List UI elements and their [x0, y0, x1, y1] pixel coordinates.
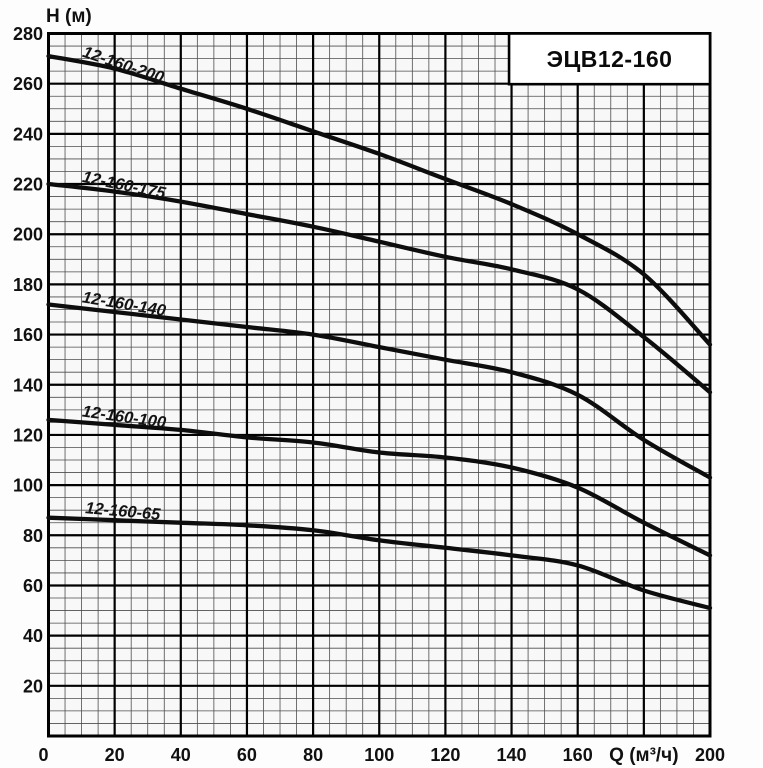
x-tick-label: 200: [695, 745, 725, 765]
y-tick-label: 60: [23, 576, 43, 596]
y-tick-label: 140: [13, 375, 43, 395]
x-axis-tick-labels: 0 20 40 60 80 100 120 140 160 200: [38, 745, 725, 765]
x-tick-label: 60: [237, 745, 257, 765]
grid-major-lines: [48, 33, 710, 736]
y-tick-label: 200: [13, 225, 43, 245]
y-tick-label: 160: [13, 325, 43, 345]
x-tick-label: 140: [497, 745, 527, 765]
y-tick-label: 280: [13, 24, 43, 44]
model-title-box: ЭЦВ12-160: [507, 32, 712, 86]
y-tick-label: 240: [13, 124, 43, 144]
x-axis-title: Q (м³/ч): [609, 745, 678, 766]
plot-border: [47, 32, 712, 738]
curve-12-160-200: [46, 53, 713, 347]
y-tick-label: 100: [13, 476, 43, 496]
curve-12-160-175: [46, 181, 713, 395]
x-tick-label: 100: [364, 745, 394, 765]
y-axis-title: H (м): [46, 6, 92, 27]
curve-12-160-140: [46, 302, 713, 480]
pump-curves: [46, 53, 713, 611]
curve-12-160-100: [46, 417, 713, 558]
model-title-text: ЭЦВ12-160: [547, 46, 673, 72]
x-tick-label: 80: [303, 745, 323, 765]
y-tick-label: 20: [23, 676, 43, 696]
y-tick-label: 260: [13, 74, 43, 94]
x-tick-label: 0: [38, 745, 48, 765]
y-axis-tick-labels: 20 40 60 80 100 120 140 160 180 200 220 240 260 280: [13, 24, 43, 696]
x-tick-label: 160: [563, 745, 593, 765]
curve-12-160-65: [46, 515, 713, 611]
model-title-box-frame: [507, 32, 712, 86]
x-tick-label: 20: [105, 745, 125, 765]
x-tick-label: 40: [171, 745, 191, 765]
y-tick-label: 120: [13, 425, 43, 445]
y-tick-label: 180: [13, 275, 43, 295]
y-tick-label: 40: [23, 626, 43, 646]
y-tick-label: 220: [13, 175, 43, 195]
x-tick-label: 120: [430, 745, 460, 765]
y-tick-label: 80: [23, 526, 43, 546]
